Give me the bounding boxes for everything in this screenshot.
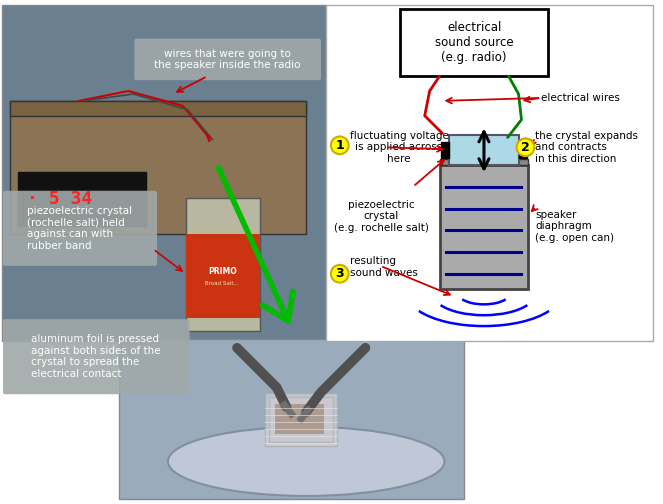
Bar [326,5,653,341]
Bar [450,136,518,165]
Bar [10,101,306,234]
Bar [186,198,260,331]
FancyArrowPatch shape [218,168,293,321]
Text: electrical
sound source
(e.g. radio): electrical sound source (e.g. radio) [435,21,513,64]
Bar [440,165,528,289]
Text: 3: 3 [335,267,344,280]
Text: electrical wires: electrical wires [541,93,620,103]
FancyBboxPatch shape [135,39,321,80]
Text: piezoelectric
crystal
(e.g. rochelle salt): piezoelectric crystal (e.g. rochelle sal… [334,200,429,233]
Bar [400,9,548,76]
Bar [274,404,324,434]
Circle shape [331,265,349,283]
Bar [265,393,337,446]
Text: speaker
diaphragm
(e.g. open can): speaker diaphragm (e.g. open can) [535,210,615,243]
Text: resulting
sound waves: resulting sound waves [349,256,418,278]
Ellipse shape [168,427,444,496]
Text: PRIMO: PRIMO [208,267,237,276]
Bar [2,5,326,341]
Bar [440,142,450,158]
Text: · 5 34: · 5 34 [27,190,92,208]
Circle shape [516,139,534,156]
FancyBboxPatch shape [3,191,157,266]
Text: wires that were going to
the speaker inside the radio: wires that were going to the speaker ins… [154,48,300,70]
FancyBboxPatch shape [3,319,190,394]
Text: 2: 2 [521,141,530,154]
Bar [518,142,528,158]
Circle shape [331,137,349,154]
Text: piezoelectric crystal
(rochelle salt) held
against can with
rubber band: piezoelectric crystal (rochelle salt) he… [27,206,133,250]
Bar [440,159,528,165]
Bar [269,397,333,442]
Text: Broad Sait...: Broad Sait... [206,281,239,286]
Bar [119,339,464,499]
Text: the crystal expands
and contracts
in this direction: the crystal expands and contracts in thi… [535,131,638,164]
Bar [10,101,306,116]
Text: aluminum foil is pressed
against both sides of the
crystal to spread the
electri: aluminum foil is pressed against both si… [31,334,160,379]
Bar [18,172,146,226]
Text: fluctuating voltage
is applied across
here: fluctuating voltage is applied across he… [349,131,448,164]
Bar [186,234,260,318]
Text: 1: 1 [335,139,344,152]
